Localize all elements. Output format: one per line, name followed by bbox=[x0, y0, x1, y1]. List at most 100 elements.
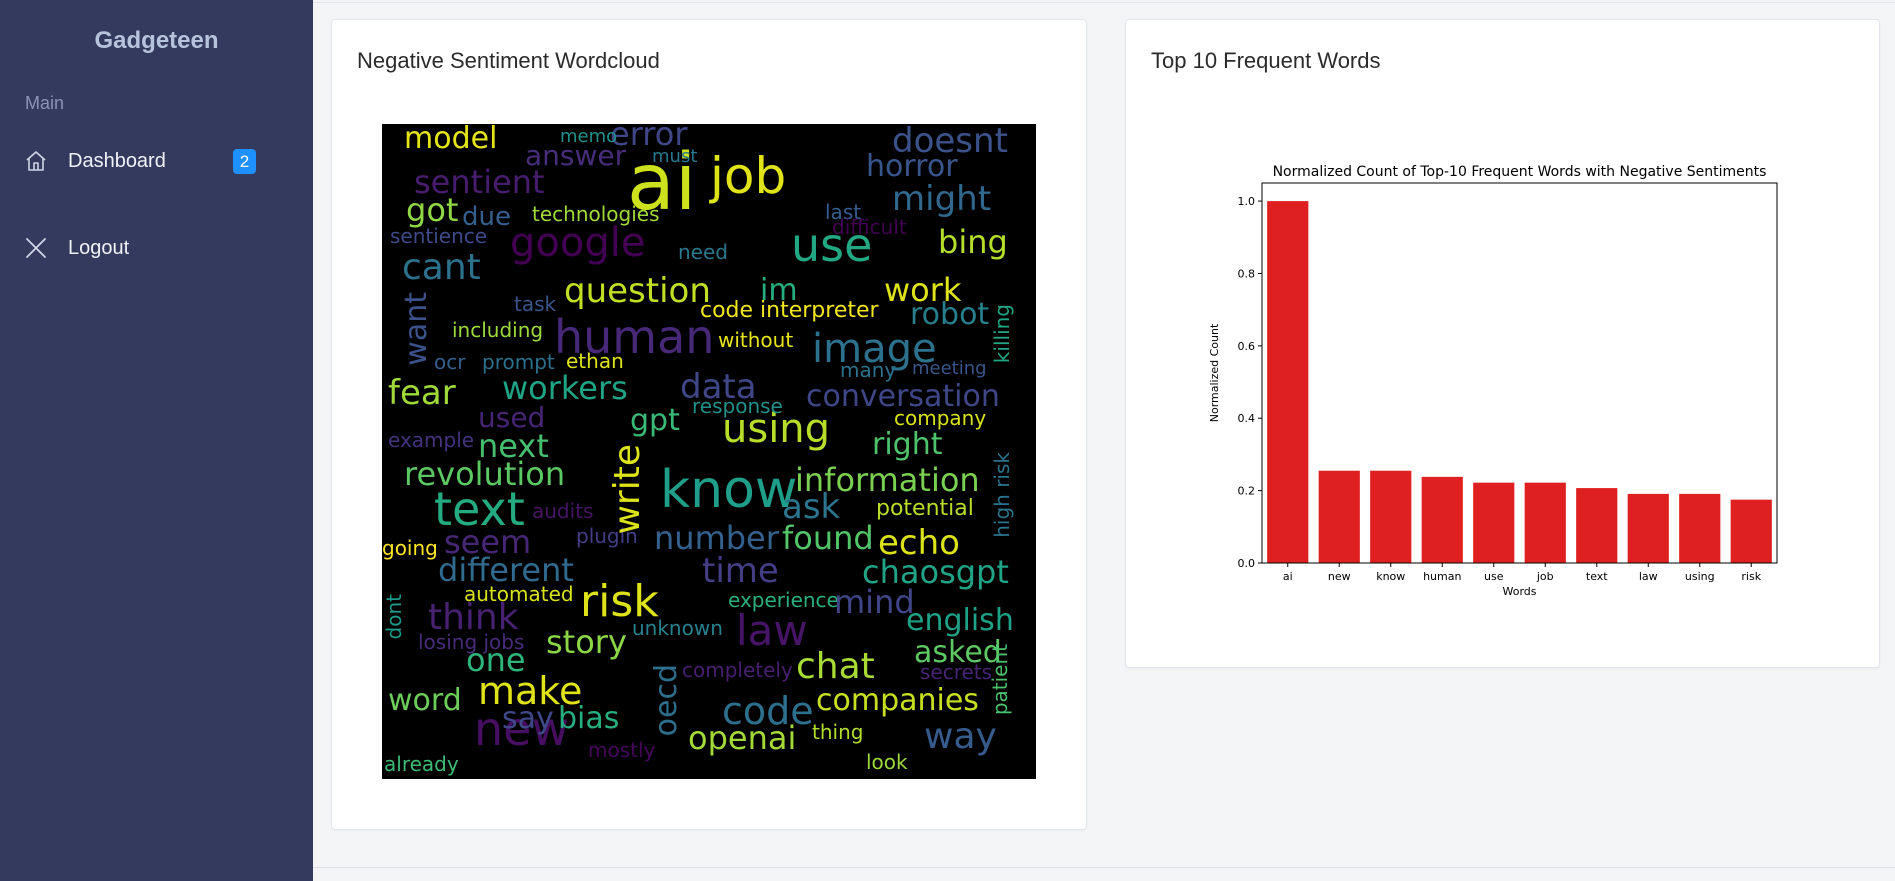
wordcloud-word: openai bbox=[688, 719, 797, 757]
wordcloud-word: technologies bbox=[532, 202, 660, 226]
wordcloud-word: used bbox=[478, 401, 546, 434]
wordcloud-word: question bbox=[564, 271, 711, 311]
x-tick-label: using bbox=[1685, 570, 1715, 583]
wordcloud-word: got bbox=[406, 191, 459, 229]
wordcloud-word: ai bbox=[627, 138, 697, 228]
wordcloud-word: completely bbox=[682, 658, 793, 682]
x-tick-label: human bbox=[1423, 570, 1461, 583]
wordcloud-word: dont bbox=[382, 594, 406, 640]
y-tick-label: 0.6 bbox=[1238, 340, 1256, 353]
wordcloud-word: way bbox=[924, 716, 997, 757]
wordcloud-word: new bbox=[474, 702, 570, 756]
wordcloud-word: company bbox=[894, 406, 987, 430]
wordcloud-word: bias bbox=[558, 701, 620, 736]
wordcloud-word: prompt bbox=[482, 350, 555, 374]
wordcloud-word: error bbox=[610, 124, 688, 153]
wordcloud-word: potential bbox=[876, 496, 974, 521]
x-tick-label: law bbox=[1639, 570, 1658, 583]
wordcloud-word: asked bbox=[914, 635, 1002, 670]
sidebar-item-label: Dashboard bbox=[68, 149, 166, 172]
wordcloud-word: revolution bbox=[404, 455, 566, 493]
wordcloud-word: use bbox=[791, 218, 873, 272]
wordcloud-word: cant bbox=[402, 247, 481, 288]
wordcloud-word: story bbox=[546, 623, 627, 661]
x-tick-label: ai bbox=[1283, 570, 1293, 583]
wordcloud-word: law bbox=[736, 606, 808, 655]
wordcloud-word: number bbox=[654, 519, 779, 557]
wordcloud-word: mind bbox=[834, 583, 915, 621]
wordcloud-word: plugin bbox=[576, 524, 638, 548]
wordcloud-word: losing jobs bbox=[418, 630, 525, 654]
wordcloud-word: many bbox=[840, 358, 897, 382]
wordcloud-word: job bbox=[710, 147, 787, 205]
wordcloud-word: word bbox=[388, 683, 462, 718]
wordcloud-word: thing bbox=[812, 720, 864, 744]
bar-using bbox=[1679, 493, 1721, 563]
wordcloud-word: make bbox=[478, 669, 583, 713]
wordcloud-word: without bbox=[718, 328, 794, 352]
bar-know bbox=[1370, 470, 1412, 563]
wordcloud-word: google bbox=[510, 220, 646, 266]
bar-risk bbox=[1730, 499, 1772, 563]
y-tick-label: 1.0 bbox=[1238, 195, 1256, 208]
x-tick-label: new bbox=[1328, 570, 1351, 583]
wordcloud-word: text bbox=[434, 482, 525, 536]
wordcloud-word: time bbox=[702, 551, 779, 591]
wordcloud-word: meeting bbox=[912, 358, 987, 379]
wordcloud-word: conversation bbox=[806, 379, 1000, 414]
brand-logo[interactable]: Gadgeteen bbox=[94, 27, 219, 54]
wordcloud-word: secrets bbox=[920, 660, 993, 684]
wordcloud-word: fear bbox=[388, 373, 456, 413]
wordcloud-word: oecd bbox=[649, 664, 684, 737]
wordcloud-word: memo bbox=[560, 126, 618, 147]
wordcloud-word: ethan bbox=[566, 349, 624, 373]
wordcloud-word: task bbox=[514, 292, 557, 316]
wordcloud-word: high risk bbox=[990, 452, 1014, 538]
close-icon bbox=[24, 236, 48, 260]
plot-frame bbox=[1261, 182, 1778, 564]
x-tick-label: job bbox=[1536, 570, 1554, 583]
sidebar-item-logout[interactable]: Logout bbox=[0, 224, 313, 272]
bar-human bbox=[1421, 476, 1463, 563]
wordcloud-word: gpt bbox=[630, 403, 680, 438]
home-icon bbox=[24, 149, 48, 173]
wordcloud-word: answer bbox=[525, 139, 627, 172]
wordcloud-image: ai job use google human know text risk new law ima… bbox=[382, 124, 1036, 779]
wordcloud-word: ocr bbox=[434, 350, 466, 374]
x-tick-label: use bbox=[1484, 570, 1504, 583]
wordcloud-word: want bbox=[399, 292, 434, 366]
wordcloud-word: sentient bbox=[414, 163, 545, 201]
wordcloud-word: say bbox=[502, 701, 554, 736]
wordcloud-word: robot bbox=[910, 297, 990, 332]
y-axis-label: Normalized Count bbox=[1208, 323, 1221, 422]
y-tick-label: 0.8 bbox=[1238, 267, 1256, 280]
card-title: Negative Sentiment Wordcloud bbox=[357, 48, 660, 73]
wordcloud-word: using bbox=[722, 406, 831, 452]
wordcloud-word: right bbox=[872, 427, 943, 462]
notification-badge: 2 bbox=[233, 149, 256, 174]
y-tick-label: 0.0 bbox=[1238, 557, 1256, 570]
sidebar-item-dashboard[interactable]: Dashboard 2 bbox=[0, 137, 313, 185]
bar-new bbox=[1318, 470, 1360, 563]
wordcloud-word: already bbox=[384, 752, 459, 776]
header-divider bbox=[313, 2, 1895, 3]
bar-chart: Normalized Count of Top-10 Frequent Word… bbox=[1208, 164, 1778, 598]
wordcloud-word: due bbox=[462, 202, 511, 232]
wordcloud-word: human bbox=[554, 310, 715, 364]
wordcloud-word: think bbox=[428, 597, 519, 638]
wordcloud-word: mostly bbox=[588, 738, 656, 762]
wordcloud-word: example bbox=[388, 428, 475, 452]
wordcloud-word: echo bbox=[878, 523, 960, 563]
wordcloud-word: code interpreter bbox=[700, 298, 879, 323]
wordcloud-word: write bbox=[607, 444, 648, 535]
bar-text bbox=[1576, 488, 1618, 563]
wordcloud-word: model bbox=[404, 124, 498, 156]
wordcloud-word: unknown bbox=[632, 616, 723, 640]
wordcloud-word: one bbox=[466, 641, 526, 679]
wordcloud-word: data bbox=[680, 367, 757, 407]
wordcloud-word: workers bbox=[502, 369, 628, 407]
wordcloud-word: patient bbox=[988, 644, 1012, 716]
wordcloud-word: found bbox=[782, 519, 874, 557]
wordcloud-word: last bbox=[825, 200, 862, 224]
wordcloud-word: audits bbox=[532, 499, 594, 523]
